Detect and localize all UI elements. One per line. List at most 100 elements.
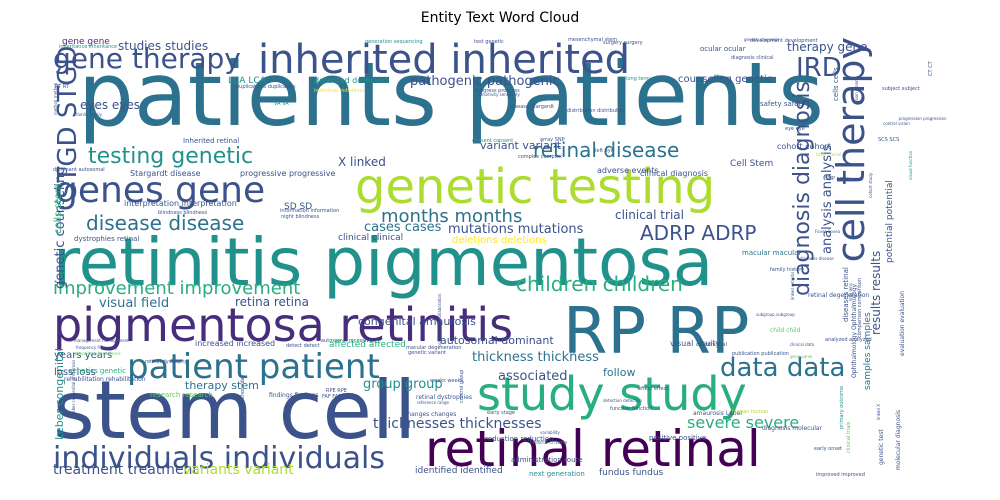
word-75: dystrophies retinal	[74, 235, 139, 243]
word-37: mutations mutations	[448, 222, 584, 237]
word-94: Ophthalmology Ophthalmology	[851, 284, 858, 378]
word-152: frequency frequency	[76, 345, 118, 350]
word-46: congenital amaurosis	[358, 315, 476, 328]
word-150: clinical trials	[846, 421, 852, 453]
word-66: visual acuity	[670, 339, 721, 348]
word-82: diseases retinal	[842, 267, 850, 322]
word-101: control group	[459, 370, 465, 403]
word-4: pigmentosa retinitis	[53, 298, 513, 352]
word-156: family family	[76, 112, 103, 117]
word-123: SCS SCS	[878, 137, 899, 143]
word-70: progressive progressive	[240, 169, 335, 178]
word-7: study study	[477, 367, 747, 421]
word-147: analyzed analyzed	[825, 337, 872, 343]
word-140: macular degeneration	[406, 345, 461, 351]
word-109: surgery surgery	[603, 40, 643, 46]
word-17: diagnosis diagnosis	[790, 81, 815, 296]
word-113: night blindness	[281, 214, 320, 220]
word-49: Leber congenital	[53, 348, 66, 440]
word-158: linked X	[876, 404, 881, 420]
word-0: patients patients	[78, 43, 824, 146]
word-9: genes gene	[55, 170, 265, 211]
word-170: clinical data	[790, 342, 815, 347]
word-87: cells cells	[832, 67, 840, 101]
word-5: genetic testing	[355, 159, 715, 215]
word-62: LCA LCA	[228, 76, 267, 86]
word-163: prevalence prevalence	[75, 351, 121, 356]
word-67: increased increased	[195, 339, 275, 348]
word-171: trials clinical	[816, 152, 841, 157]
word-41: X linked	[338, 155, 386, 169]
word-40: retina retina	[235, 295, 309, 309]
word-114: information information	[280, 208, 339, 214]
word-166: diseases disease	[800, 256, 834, 261]
word-117: early onset	[814, 446, 842, 452]
word-77: next generation	[529, 470, 585, 478]
word-125: RPE RPE	[326, 388, 347, 394]
word-25: severe severe	[687, 413, 799, 432]
word-112: blindness blindness	[158, 210, 207, 216]
word-23: children children	[516, 272, 683, 296]
word-149: primary outcome	[839, 386, 845, 429]
word-110: inheritance inheritance	[59, 44, 117, 50]
word-121: long term	[626, 76, 650, 82]
word-136: mesenchymal stem	[568, 37, 617, 43]
word-52: years years	[54, 350, 112, 361]
word-126: FAF FAF	[322, 394, 341, 400]
word-39: cases cases	[364, 220, 442, 235]
word-58: Cell Stem	[730, 159, 773, 169]
word-45: counseling genetic	[678, 74, 772, 85]
word-65: samples samples	[863, 312, 873, 390]
word-71: interpretation interpretation	[124, 199, 237, 208]
word-54: deletions deletions	[452, 235, 547, 246]
word-111: dominant autosomal	[53, 167, 105, 173]
word-160: collaboration collaboration	[437, 293, 442, 347]
word-69: cohort cohort	[777, 142, 831, 151]
word-60: fundus fundus	[599, 468, 664, 478]
word-131: effect effect	[638, 386, 668, 392]
word-139: retinal dystrophy	[145, 359, 188, 365]
word-176: variability	[540, 430, 560, 435]
word-133: human human	[732, 409, 768, 415]
word-16: testing genetic	[88, 144, 253, 169]
word-175: subgroup subgroup	[756, 312, 795, 317]
word-20: retinal disease	[533, 138, 679, 162]
word-159: lens lens	[848, 283, 853, 301]
word-146: publication publication	[732, 351, 789, 357]
word-91: retinal degeneration	[808, 292, 869, 299]
word-169: reference range	[417, 400, 450, 405]
word-68: detected detected	[314, 76, 388, 85]
word-124: SNP array	[825, 176, 850, 182]
word-11: cell therapy	[829, 37, 873, 262]
word-83: genetics genetic	[68, 367, 126, 375]
word-132: weeks weeks	[430, 378, 463, 384]
word-100: early stage	[487, 410, 515, 416]
word-108: generation sequencing	[365, 39, 423, 45]
word-138: Choroidal Choroidal	[240, 376, 246, 425]
word-74: clinical diagnosis	[640, 169, 708, 178]
word-177: cohort study	[868, 172, 873, 198]
word-173: control vision	[883, 121, 910, 126]
word-107: progress progress	[475, 88, 520, 94]
word-34: thickness thickness	[472, 350, 599, 365]
word-128: RT RT	[55, 84, 70, 90]
word-153: method method	[53, 82, 58, 115]
word-26: thicknesses thicknesses	[373, 416, 542, 432]
word-148: field visual	[700, 342, 727, 348]
word-81: research research	[150, 391, 213, 399]
word-99: changes changes	[404, 411, 456, 418]
word-12: individuals individuals	[53, 441, 385, 476]
word-8: inherited inherited	[258, 37, 630, 83]
word-88: molecular diagnosis	[895, 410, 902, 470]
word-56: identified identified	[415, 466, 503, 476]
word-78: administration route	[511, 456, 583, 464]
word-38: clinical trial	[615, 208, 684, 222]
word-42: therapy gene	[787, 40, 868, 54]
word-35: group group	[363, 377, 443, 392]
word-86: ocular ocular	[700, 45, 746, 53]
word-19: ADRP ADRP	[640, 221, 756, 245]
word-14: STGD STGD	[53, 46, 83, 199]
word-72: Stargardt disease	[130, 169, 201, 178]
word-122: CT CT	[928, 60, 934, 76]
word-89: genetic test	[878, 429, 885, 465]
